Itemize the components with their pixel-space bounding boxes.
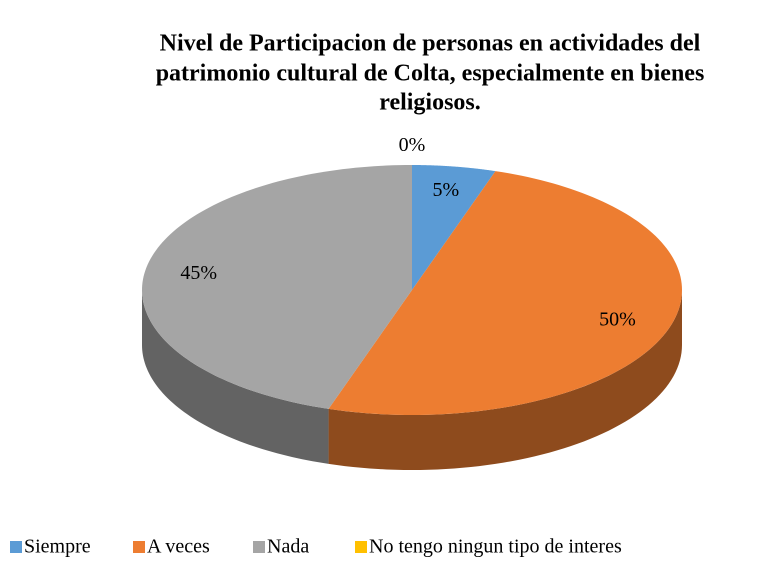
legend-swatch	[253, 541, 265, 553]
data-label: 45%	[180, 262, 217, 284]
data-label: 5%	[432, 179, 459, 201]
data-label: 0%	[399, 134, 426, 156]
legend-label: A veces	[147, 536, 210, 558]
chart-title: patrimonio cultural de Colta, especialme…	[156, 61, 705, 87]
legend-swatch	[10, 541, 22, 553]
slice	[412, 165, 496, 290]
legend-label: No tengo ningun tipo de interes	[369, 536, 622, 558]
slice	[142, 165, 412, 409]
legend-swatch	[133, 541, 145, 553]
legend-label: Siempre	[24, 536, 91, 558]
slice-side	[328, 290, 682, 470]
chart-title: religiosos.	[379, 90, 481, 116]
slice-side	[142, 290, 329, 464]
legend-label: Nada	[267, 536, 309, 558]
slice	[328, 171, 682, 415]
data-label: 50%	[599, 308, 636, 330]
legend-swatch	[355, 541, 367, 553]
chart-title: Nivel de Participacion de personas en ac…	[160, 31, 701, 57]
